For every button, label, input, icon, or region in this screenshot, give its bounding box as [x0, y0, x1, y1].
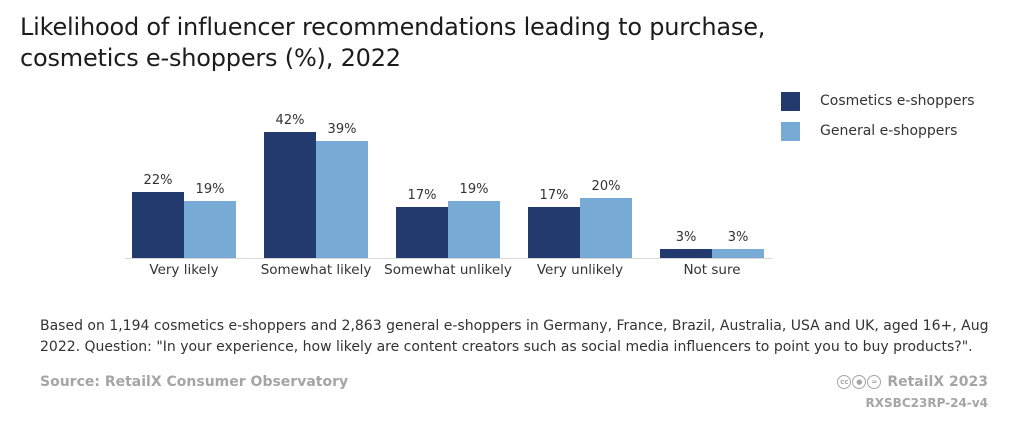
source-text: Source: RetailX Consumer Observatory: [40, 374, 349, 390]
nd-icon: =: [867, 375, 882, 389]
methodology-note-line-2: 2022. Question: "In your experience, how…: [40, 339, 973, 355]
data-label-general-1: 39%: [328, 122, 357, 137]
bar-general-0: [184, 201, 236, 258]
legend-swatch-general: [781, 121, 800, 141]
legend-item-cosmetics: Cosmetics e-shoppers: [781, 88, 975, 114]
data-label-cosmetics-3: 17%: [540, 188, 569, 203]
legend-swatch-cosmetics: [781, 91, 800, 111]
bar-general-4: [712, 249, 764, 258]
legend-label-cosmetics: Cosmetics e-shoppers: [820, 93, 975, 109]
data-label-general-3: 20%: [592, 179, 621, 194]
category-label-1: Somewhat likely: [261, 262, 372, 278]
bar-cosmetics-3: [528, 207, 580, 258]
bar-cosmetics-2: [396, 207, 448, 258]
chart-title-line-1: Likelihood of influencer recommendations…: [20, 13, 766, 41]
cc-icon: cc: [837, 375, 852, 389]
chart-title-line-2: cosmetics e-shoppers (%), 2022: [20, 44, 401, 72]
reference-code: RXSBC23RP-24-v4: [865, 396, 988, 410]
copyright: cc ● = RetailX 2023: [837, 374, 988, 390]
category-label-3: Very unlikely: [537, 262, 623, 278]
chart-title: Likelihood of influencer recommendations…: [20, 12, 920, 74]
data-label-general-0: 19%: [196, 182, 225, 197]
category-label-4: Not sure: [683, 262, 740, 278]
bar-cosmetics-1: [264, 132, 316, 258]
bar-cosmetics-4: [660, 249, 712, 258]
copyright-text: RetailX 2023: [887, 374, 988, 390]
data-label-cosmetics-4: 3%: [676, 230, 697, 245]
methodology-note: Based on 1,194 cosmetics e-shoppers and …: [40, 316, 1000, 358]
legend: Cosmetics e-shoppers General e-shoppers: [781, 88, 975, 148]
legend-label-general: General e-shoppers: [820, 123, 958, 139]
bar-cosmetics-0: [132, 192, 184, 258]
license-icons: cc ● =: [837, 375, 882, 389]
category-label-2: Somewhat unlikely: [384, 262, 512, 278]
bar-general-2: [448, 201, 500, 258]
data-label-cosmetics-1: 42%: [276, 113, 305, 128]
by-icon: ●: [852, 375, 867, 389]
bar-general-3: [580, 198, 632, 258]
data-label-cosmetics-0: 22%: [144, 173, 173, 188]
category-label-0: Very likely: [149, 262, 218, 278]
data-label-general-2: 19%: [460, 182, 489, 197]
legend-item-general: General e-shoppers: [781, 118, 975, 144]
data-label-cosmetics-2: 17%: [408, 188, 437, 203]
data-label-general-4: 3%: [728, 230, 749, 245]
bar-general-1: [316, 141, 368, 258]
methodology-note-line-1: Based on 1,194 cosmetics e-shoppers and …: [40, 318, 989, 334]
